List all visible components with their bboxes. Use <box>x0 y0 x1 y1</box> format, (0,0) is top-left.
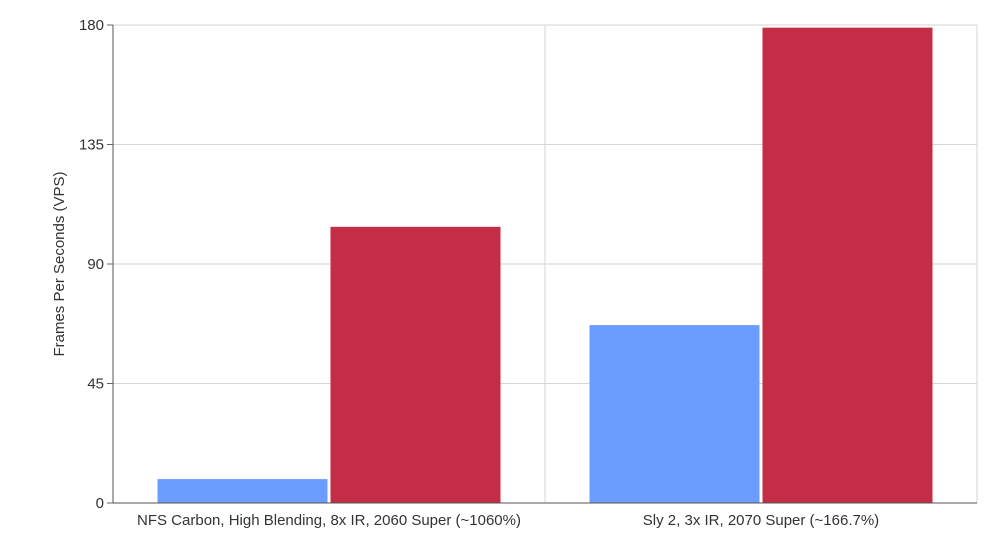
axis-layer: 0 45 90 135 180 NFS Carbon, High Blending, 8x… <box>79 17 977 529</box>
y-tick-label: 180 <box>79 17 104 34</box>
bar-series-1-cat-1 <box>157 479 328 503</box>
y-axis-title: Frames Per Seconds (VPS) <box>51 171 68 356</box>
bar-series-1-cat-2 <box>589 325 760 503</box>
bar-series-2-cat-2 <box>762 27 933 504</box>
y-tick-label: 0 <box>96 495 104 512</box>
bars-layer <box>157 27 933 504</box>
y-tick-label: 45 <box>87 376 104 393</box>
x-category-label: Sly 2, 3x IR, 2070 Super (~166.7%) <box>643 512 879 529</box>
y-tick-label: 90 <box>87 256 104 273</box>
y-tick-label: 135 <box>79 137 104 154</box>
bar-series-2-cat-1 <box>330 226 501 504</box>
x-category-label: NFS Carbon, High Blending, 8x IR, 2060 S… <box>137 512 521 529</box>
